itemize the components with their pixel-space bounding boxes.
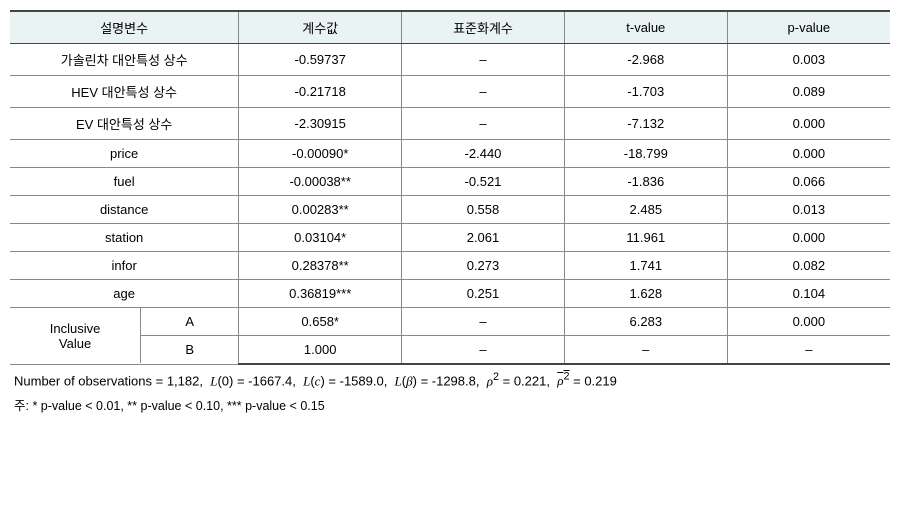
cell-std: – [402, 108, 565, 140]
cell-std: 0.273 [402, 252, 565, 280]
iv-b-p: – [727, 336, 890, 365]
cell-t: 11.961 [564, 224, 727, 252]
cell-std: -0.521 [402, 168, 565, 196]
header-row: 설명변수 계수값 표준화계수 t-value p-value [10, 11, 890, 44]
iv-b-name: B [141, 336, 239, 364]
cell-coef: 0.36819*** [239, 280, 402, 308]
cell-p: 0.089 [727, 76, 890, 108]
col-variable: 설명변수 [10, 11, 239, 44]
col-coef: 계수값 [239, 11, 402, 44]
table-row: age 0.36819*** 0.251 1.628 0.104 [10, 280, 890, 308]
iv-a-p: 0.000 [727, 308, 890, 336]
cell-p: 0.003 [727, 44, 890, 76]
cell-coef: 0.00283** [239, 196, 402, 224]
iv-a-coef: 0.658* [239, 308, 402, 336]
cell-t: -2.968 [564, 44, 727, 76]
cell-coef: -0.21718 [239, 76, 402, 108]
cell-t: 1.628 [564, 280, 727, 308]
iv-b-t: – [564, 336, 727, 365]
cell-p: 0.000 [727, 224, 890, 252]
cell-coef: -0.00038** [239, 168, 402, 196]
cell-p: 0.000 [727, 140, 890, 168]
cell-std: 0.251 [402, 280, 565, 308]
iv-b-coef: 1.000 [239, 336, 402, 365]
cell-t: 1.741 [564, 252, 727, 280]
table-row: EV 대안특성 상수 -2.30915 – -7.132 0.000 [10, 108, 890, 140]
iv-a-name: A [141, 308, 239, 336]
table-row: infor 0.28378** 0.273 1.741 0.082 [10, 252, 890, 280]
cell-p: 0.013 [727, 196, 890, 224]
col-tvalue: t-value [564, 11, 727, 44]
table-row: 가솔린차 대안특성 상수 -0.59737 – -2.968 0.003 [10, 44, 890, 76]
table-row: station 0.03104* 2.061 11.961 0.000 [10, 224, 890, 252]
rho2bar-val: = 0.219 [573, 373, 617, 388]
iv-b-std: – [402, 336, 565, 365]
cell-t: -1.703 [564, 76, 727, 108]
table-row-iv-a: Inclusive Value A B 0.658* – 6.283 0.000 [10, 308, 890, 336]
cell-std: 2.061 [402, 224, 565, 252]
cell-coef: -2.30915 [239, 108, 402, 140]
cell-var: EV 대안특성 상수 [10, 108, 239, 140]
cell-coef: -0.00090* [239, 140, 402, 168]
col-pvalue: p-value [727, 11, 890, 44]
cell-coef: -0.59737 [239, 44, 402, 76]
rho2-val: = 0.221, [503, 373, 550, 388]
col-stdcoef: 표준화계수 [402, 11, 565, 44]
cell-var: price [10, 140, 239, 168]
cell-coef: 0.03104* [239, 224, 402, 252]
cell-std: 0.558 [402, 196, 565, 224]
cell-var: infor [10, 252, 239, 280]
cell-var: distance [10, 196, 239, 224]
cell-p: 0.000 [727, 108, 890, 140]
significance-note: 주: * p-value < 0.01, ** p-value < 0.10, … [10, 391, 890, 418]
Lc-val: = -1589.0, [328, 373, 387, 388]
table-row: HEV 대안특성 상수 -0.21718 – -1.703 0.089 [10, 76, 890, 108]
table-row: fuel -0.00038** -0.521 -1.836 0.066 [10, 168, 890, 196]
iv-a-std: – [402, 308, 565, 336]
cell-p: 0.104 [727, 280, 890, 308]
iv-a-t: 6.283 [564, 308, 727, 336]
cell-var: station [10, 224, 239, 252]
Lb-val: = -1298.8, [421, 373, 480, 388]
cell-std: -2.440 [402, 140, 565, 168]
model-fit-line: Number of observations = 1,182, L(0) = -… [10, 365, 890, 391]
cell-std: – [402, 76, 565, 108]
cell-t: -18.799 [564, 140, 727, 168]
iv-label: Inclusive Value [10, 308, 141, 363]
n-obs: Number of observations = 1,182, [14, 373, 203, 388]
cell-var: fuel [10, 168, 239, 196]
cell-t: 2.485 [564, 196, 727, 224]
table-row: price -0.00090* -2.440 -18.799 0.000 [10, 140, 890, 168]
results-table: 설명변수 계수값 표준화계수 t-value p-value 가솔린차 대안특성… [10, 10, 890, 365]
iv-group-cell: Inclusive Value A B [10, 308, 239, 365]
cell-var: age [10, 280, 239, 308]
cell-var: 가솔린차 대안특성 상수 [10, 44, 239, 76]
cell-p: 0.082 [727, 252, 890, 280]
cell-t: -7.132 [564, 108, 727, 140]
cell-var: HEV 대안특성 상수 [10, 76, 239, 108]
cell-coef: 0.28378** [239, 252, 402, 280]
cell-t: -1.836 [564, 168, 727, 196]
table-row: distance 0.00283** 0.558 2.485 0.013 [10, 196, 890, 224]
L0-val: = -1667.4, [237, 373, 296, 388]
cell-p: 0.066 [727, 168, 890, 196]
cell-std: – [402, 44, 565, 76]
